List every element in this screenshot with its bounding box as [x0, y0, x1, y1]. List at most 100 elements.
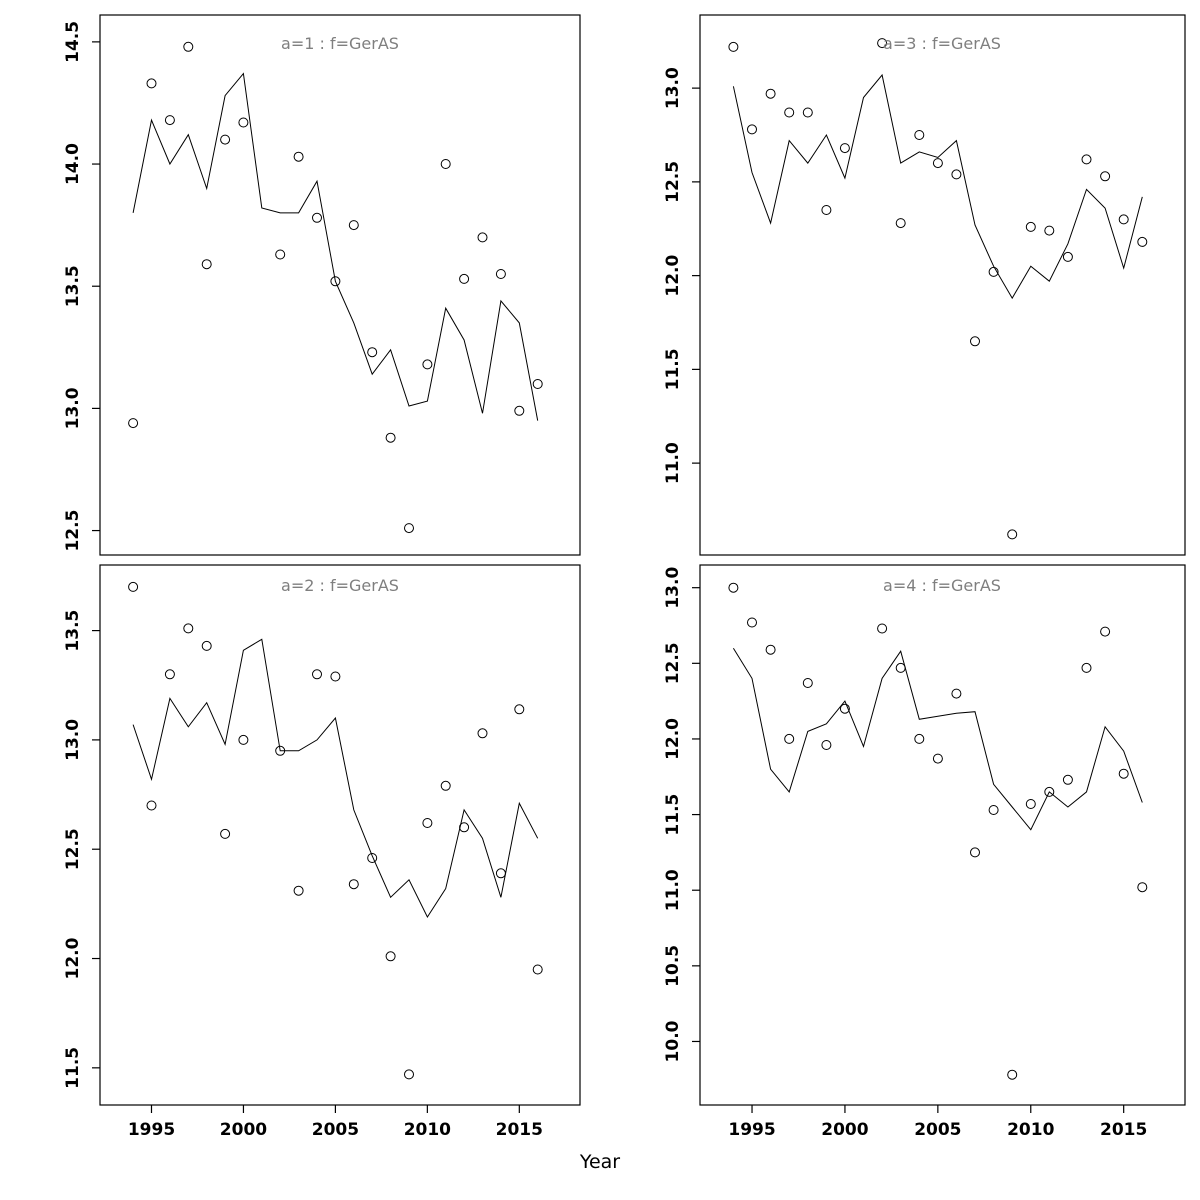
y-tick-label: 13.0: [63, 387, 83, 429]
data-point: [293, 151, 304, 162]
fit-line: [732, 73, 1143, 300]
y-tick-label: 14.5: [63, 21, 83, 63]
data-point: [440, 780, 451, 791]
data-point: [532, 379, 543, 389]
x-tick-label: 2010: [1007, 1120, 1054, 1140]
data-point: [477, 232, 488, 243]
data-point: [1044, 225, 1055, 236]
y-tick-label: 12.5: [663, 161, 683, 203]
data-point: [385, 951, 396, 962]
data-point: [988, 805, 999, 815]
y-tick-label: 12.0: [663, 718, 683, 760]
data-point: [802, 107, 813, 118]
data-point: [404, 523, 414, 534]
x-tick-label: 2015: [1100, 1120, 1147, 1140]
panel-a2: 11.5 12.0 12.5 13.0 13.5 1995 2000 2005 2010 2015: [63, 564, 581, 1140]
data-point: [293, 885, 304, 896]
panel-a1: 12.5 13.0 13.5 14.0 14.5: [63, 14, 581, 556]
data-point: [728, 582, 739, 593]
data-point: [821, 205, 832, 215]
data-point: [802, 678, 813, 688]
data-point: [877, 38, 888, 49]
data-point: [164, 669, 175, 680]
data-point: [1081, 154, 1092, 165]
x-tick-label: 2005: [914, 1120, 961, 1140]
data-point: [839, 143, 850, 154]
data-point: [201, 640, 212, 651]
data-point: [146, 78, 157, 89]
data-point: [951, 688, 962, 699]
data-point: [1137, 236, 1148, 247]
y-tick-label: 12.0: [663, 254, 683, 296]
data-point: [1062, 251, 1073, 262]
data-point: [128, 418, 139, 429]
data-point: [495, 868, 506, 879]
panel-a4: 10.0 10.5 11.0 11.5 12.0 12.5 13.0 1995 2000 2005…: [663, 564, 1186, 1140]
data-point: [747, 124, 757, 135]
data-point: [1118, 214, 1129, 225]
data-point: [201, 259, 212, 270]
y-tick-label: 13.0: [663, 567, 683, 609]
data-point: [932, 753, 943, 764]
data-point: [895, 218, 906, 229]
x-tick-label: 2000: [220, 1120, 267, 1140]
data-point: [385, 432, 396, 443]
data-point: [312, 212, 322, 223]
data-point: [932, 158, 943, 169]
data-point: [128, 581, 139, 592]
data-point: [914, 130, 925, 140]
data-point: [839, 703, 850, 714]
data-point: [747, 617, 757, 628]
x-tick-label: 2005: [312, 1120, 359, 1140]
data-point: [784, 733, 795, 744]
data-point: [1100, 171, 1111, 182]
data-point: [532, 964, 543, 975]
data-point: [367, 347, 378, 358]
data-point: [1062, 774, 1073, 785]
data-point: [495, 269, 506, 279]
data-point: [1081, 662, 1092, 673]
data-point: [220, 828, 231, 839]
data-point: [988, 266, 999, 277]
data-point: [914, 733, 925, 744]
data-point: [183, 623, 194, 634]
y-tick-label: 10.5: [663, 945, 683, 987]
y-tick-label: 11.5: [63, 1047, 83, 1089]
panel-border: [699, 564, 1186, 1106]
data-point: [951, 169, 962, 180]
x-tick-label: 2000: [821, 1120, 868, 1140]
y-tick-label: 13.0: [63, 719, 83, 761]
data-point: [970, 336, 980, 347]
data-point: [367, 853, 378, 863]
y-tick-label: 12.5: [63, 828, 83, 870]
data-point: [404, 1069, 414, 1080]
data-point: [514, 405, 525, 416]
y-tick-label: 11.0: [663, 442, 683, 484]
data-point: [895, 662, 906, 673]
data-point: [765, 644, 776, 655]
panel-title-a1: a=1 : f=GerAS: [281, 34, 399, 53]
data-point: [1007, 1069, 1018, 1080]
x-tick-label: 2015: [496, 1120, 543, 1140]
data-point: [312, 669, 322, 680]
data-point: [1100, 626, 1111, 637]
panel-title-a4: a=4 : f=GerAS: [883, 576, 1001, 595]
data-point: [348, 879, 359, 890]
panel-border: [99, 14, 581, 556]
y-tick-label: 11.5: [663, 794, 683, 836]
data-point: [1044, 786, 1055, 797]
data-point: [514, 704, 525, 715]
panel-title-a3: a=3 : f=GerAS: [883, 34, 1001, 53]
data-point: [275, 745, 286, 756]
data-point: [220, 134, 231, 145]
x-tick-label: 1995: [728, 1120, 775, 1140]
data-point: [1137, 882, 1148, 893]
data-point: [275, 249, 286, 260]
data-point: [765, 88, 776, 99]
y-tick-label: 12.0: [63, 937, 83, 979]
y-tick-label: 13.5: [63, 265, 83, 307]
data-point: [348, 220, 359, 231]
y-tick-label: 11.0: [663, 869, 683, 911]
